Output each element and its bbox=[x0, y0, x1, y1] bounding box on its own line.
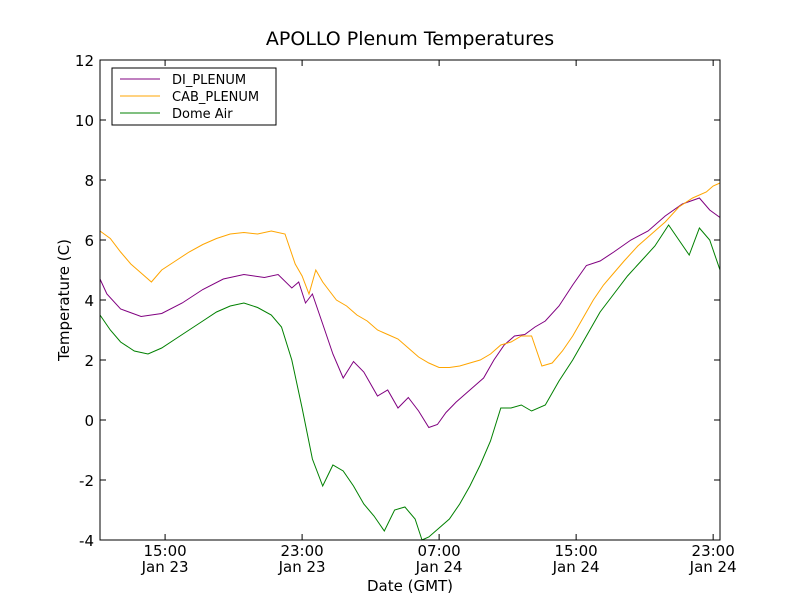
x-tick-time: 23:00 bbox=[280, 542, 323, 560]
x-tick-time: 07:00 bbox=[417, 542, 460, 560]
x-tick-date: Jan 23 bbox=[278, 558, 326, 576]
x-tick-time: 23:00 bbox=[692, 542, 735, 560]
x-tick-time: 15:00 bbox=[143, 542, 186, 560]
legend-label: Dome Air bbox=[172, 107, 233, 122]
legend-label: CAB_PLENUM bbox=[172, 90, 259, 105]
y-tick-label: -2 bbox=[79, 472, 94, 490]
y-axis: -4 -2 0 2 4 6 8 10 12 bbox=[75, 52, 720, 550]
legend: DI_PLENUM CAB_PLENUM Dome Air bbox=[111, 67, 277, 126]
x-axis-label: Date (GMT) bbox=[367, 577, 453, 595]
y-tick-label: 6 bbox=[84, 232, 94, 250]
series-line-1 bbox=[99, 182, 721, 368]
x-tick-date: Jan 23 bbox=[141, 558, 189, 576]
y-tick-label: 12 bbox=[75, 52, 94, 70]
chart-title: APOLLO Plenum Temperatures bbox=[266, 28, 554, 50]
y-tick-label: 0 bbox=[84, 412, 94, 430]
legend-label: DI_PLENUM bbox=[172, 73, 246, 88]
series-line-0 bbox=[99, 197, 721, 429]
y-axis-label: Temperature (C) bbox=[55, 239, 73, 362]
series-line-2 bbox=[99, 224, 721, 541]
x-tick-date: Jan 24 bbox=[689, 558, 737, 576]
y-tick-label: -4 bbox=[79, 532, 94, 550]
x-tick-time: 15:00 bbox=[555, 542, 598, 560]
series-layer bbox=[99, 182, 721, 541]
y-tick-label: 10 bbox=[75, 112, 94, 130]
x-tick-date: Jan 24 bbox=[552, 558, 600, 576]
y-tick-label: 2 bbox=[84, 352, 94, 370]
y-tick-label: 4 bbox=[84, 292, 94, 310]
y-tick-label: 8 bbox=[84, 172, 94, 190]
x-tick-date: Jan 24 bbox=[415, 558, 463, 576]
